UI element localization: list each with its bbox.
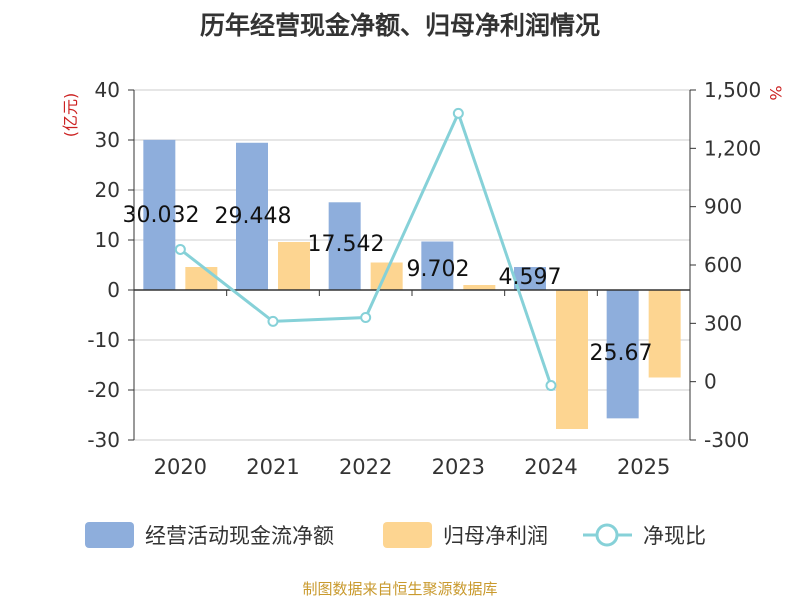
axes-layer: 40 30 20 10 0 -10 -20 -30 1,500 1,200 900 600 300 0 -3… bbox=[87, 78, 761, 479]
left-tick-label: -30 bbox=[87, 428, 120, 452]
ratio-point bbox=[545, 380, 557, 392]
x-tick-label: 2024 bbox=[524, 455, 577, 479]
legend-label-cashflow: 经营活动现金流净额 bbox=[145, 524, 334, 548]
bar-cashflow bbox=[606, 290, 639, 419]
left-tick-label: 30 bbox=[95, 128, 120, 152]
right-tick-label: 300 bbox=[704, 311, 742, 335]
bar-cashflow bbox=[514, 267, 546, 290]
left-tick-label: -10 bbox=[87, 328, 120, 352]
ratio-point bbox=[267, 315, 279, 327]
ratio-point bbox=[174, 243, 186, 255]
x-tick-label: 2021 bbox=[246, 455, 299, 479]
bar-cashflow bbox=[143, 139, 176, 290]
legend: 经营活动现金流净额 归母净利润 净现比 bbox=[85, 522, 706, 548]
data-label-cashflow: 4.597 bbox=[499, 265, 562, 290]
bar-net-profit bbox=[185, 267, 218, 290]
x-tick-label: 2022 bbox=[339, 455, 392, 479]
data-label-cashflow: 25.67 bbox=[590, 341, 653, 366]
bar-cashflow bbox=[421, 241, 454, 290]
bar-cashflow bbox=[328, 202, 361, 290]
ratio-point bbox=[360, 312, 372, 323]
legend-marker-ratio bbox=[595, 523, 619, 547]
data-label-cashflow: 9.702 bbox=[407, 257, 470, 282]
source-note: 制图数据来自恒生聚源数据库 bbox=[302, 580, 497, 598]
right-tick-label: 600 bbox=[704, 253, 742, 277]
bar-net-profit bbox=[556, 290, 588, 429]
chart-title: 历年经营现金净额、归母净利润情况 bbox=[200, 11, 600, 40]
right-tick-label: -300 bbox=[704, 428, 749, 452]
x-tick-label: 2023 bbox=[432, 455, 485, 479]
left-axis-unit: (亿元) bbox=[61, 93, 80, 138]
left-tick-label: 20 bbox=[95, 178, 120, 202]
right-tick-label: 1,200 bbox=[704, 136, 761, 160]
grid-layer bbox=[134, 89, 690, 441]
bars-layer bbox=[143, 139, 681, 429]
right-tick-label: 900 bbox=[704, 195, 742, 219]
legend-swatch-cashflow bbox=[85, 522, 134, 548]
right-tick-label: 0 bbox=[704, 370, 717, 394]
data-label-cashflow: 17.542 bbox=[308, 232, 385, 257]
legend-label-net-profit: 归母净利润 bbox=[443, 524, 548, 548]
data-label-cashflow: 29.448 bbox=[215, 204, 292, 229]
bar-cashflow bbox=[236, 142, 268, 290]
bar-net-profit bbox=[648, 290, 681, 378]
right-axis-unit: % bbox=[766, 85, 785, 100]
data-label-cashflow: 30.032 bbox=[123, 203, 200, 228]
right-tick-label: 1,500 bbox=[704, 78, 761, 102]
bar-net-profit bbox=[278, 242, 310, 290]
left-tick-label: 0 bbox=[107, 278, 120, 302]
legend-swatch-net-profit bbox=[383, 522, 432, 548]
left-tick-label: 10 bbox=[95, 228, 120, 252]
left-tick-label: -20 bbox=[87, 378, 120, 402]
left-tick-label: 40 bbox=[95, 78, 120, 102]
x-tick-label: 2020 bbox=[154, 455, 207, 479]
x-tick-label: 2025 bbox=[617, 455, 670, 479]
line-layer bbox=[174, 107, 557, 392]
legend-label-ratio: 净现比 bbox=[643, 524, 706, 548]
labels-layer: 30.032 29.448 17.542 9.702 4.597 25.67 bbox=[123, 203, 653, 366]
bar-net-profit bbox=[463, 285, 496, 290]
bar-net-profit bbox=[370, 262, 403, 290]
ratio-point bbox=[452, 107, 464, 119]
